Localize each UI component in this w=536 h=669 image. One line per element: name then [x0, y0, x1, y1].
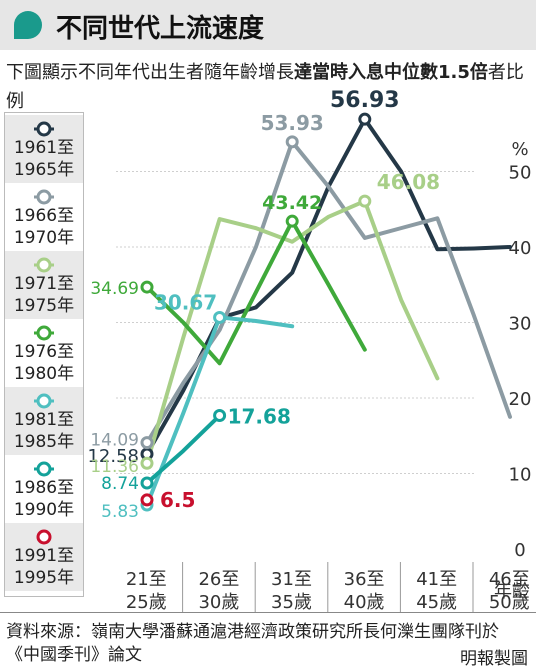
- y-axis-unit: %: [511, 139, 528, 160]
- legend-item: 1966至 1970年: [5, 183, 83, 251]
- legend-label: 1981至 1985年: [5, 409, 83, 453]
- legend-label: 1991至 1995年: [5, 545, 83, 589]
- data-label: 43.42: [262, 192, 322, 214]
- x-tick-label: 35歲: [271, 592, 312, 613]
- legend-item: 1981至 1985年: [5, 387, 83, 455]
- x-tick-label: 45歲: [416, 592, 457, 613]
- legend-label-line: 1991至: [13, 546, 75, 566]
- data-point: [285, 135, 299, 149]
- data-label: 8.74: [101, 474, 139, 494]
- data-point: [140, 476, 154, 490]
- legend-label: 1971至 1975年: [5, 273, 83, 317]
- footer: 資料來源：嶺南大學潘蘇通滬港經濟政策研究所長何濼生團隊刊於《中國季刊》論文 明報…: [0, 612, 536, 669]
- data-label: 46.08: [377, 170, 440, 194]
- legend-marker-icon: [34, 189, 54, 205]
- legend-label-line: 1990年: [13, 500, 75, 520]
- header-bar: 不同世代上流速度: [0, 0, 536, 50]
- x-axis-label: 年齡: [494, 581, 530, 602]
- legend-marker-icon: [36, 529, 52, 545]
- y-tick-label: 0: [514, 540, 525, 561]
- title-bullet-icon: [14, 11, 42, 39]
- series-line: [145, 413, 222, 486]
- legend-item: 1991至 1995年: [5, 523, 83, 591]
- page-title: 不同世代上流速度: [56, 14, 265, 44]
- data-point: [140, 280, 154, 294]
- source-note: 資料來源：嶺南大學潘蘇通滬港經濟政策研究所長何濼生團隊刊於《中國季刊》論文: [6, 622, 499, 665]
- y-tick-label: 20: [509, 389, 532, 410]
- data-label: 5.83: [101, 502, 139, 522]
- data-point: [358, 194, 372, 208]
- x-tick-label: 31至: [271, 569, 312, 590]
- data-point: [285, 214, 299, 228]
- data-label: 12.58: [87, 446, 139, 467]
- legend-marker-icon: [34, 393, 54, 409]
- chart-legend: 1961至 1965年 1966至 1970年 1971至 1975年 1976至 1980年…: [4, 112, 84, 597]
- legend-marker-icon: [34, 257, 54, 273]
- legend-label-line: 1975年: [13, 296, 75, 316]
- x-tick-label: 25歲: [126, 592, 167, 613]
- subtitle-lead: 下圖顯示不同年代出生者隨年齡增長: [6, 62, 294, 83]
- y-tick-label: 30: [509, 314, 532, 335]
- legend-label-line: 1980年: [13, 364, 75, 384]
- data-label: 17.68: [228, 405, 291, 429]
- legend-label-line: 1976至: [13, 342, 75, 362]
- legend-label-line: 1985年: [13, 432, 75, 452]
- x-tick-label: 50歲: [489, 592, 530, 613]
- series-line: [145, 199, 440, 466]
- legend-label-line: 1970年: [13, 228, 75, 248]
- data-label: 11.36: [90, 457, 139, 477]
- data-point: [358, 112, 372, 126]
- legend-label-line: 1965年: [13, 160, 75, 180]
- x-tick-label: 40歲: [344, 592, 385, 613]
- data-label: 53.93: [261, 111, 324, 135]
- legend-item: 1976至 1980年: [5, 319, 83, 387]
- x-tick-label: 26至: [198, 569, 239, 590]
- y-tick-label: 40: [509, 238, 532, 259]
- x-tick-label: 46至: [489, 569, 530, 590]
- data-label: 56.93: [330, 88, 400, 113]
- data-point: [213, 409, 227, 423]
- subtitle-highlight: 達當時入息中位數1.5倍: [294, 62, 488, 83]
- data-label: 30.67: [154, 290, 217, 314]
- legend-label-line: 1981至: [13, 410, 75, 430]
- legend-marker-icon: [34, 325, 54, 341]
- legend-item: 1971至 1975年: [5, 251, 83, 319]
- x-tick-label: 41至: [416, 569, 457, 590]
- legend-label-line: 1961至: [13, 138, 75, 158]
- data-label: 6.5: [160, 488, 195, 512]
- subtitle-tail: 者比例: [6, 62, 524, 112]
- legend-item: 1986至 1990年: [5, 455, 83, 523]
- legend-marker-icon: [34, 461, 54, 477]
- legend-label: 1961至 1965年: [5, 137, 83, 181]
- y-tick-label: 50: [509, 163, 532, 184]
- data-label: 14.09: [90, 431, 139, 451]
- chart-subtitle: 下圖顯示不同年代出生者隨年齡增長達當時入息中位數1.5倍者比例: [6, 58, 532, 116]
- credit-note: 明報製圖: [460, 649, 528, 669]
- series-line: [145, 219, 367, 366]
- legend-label: 1966至 1970年: [5, 205, 83, 249]
- legend-label-line: 1966至: [13, 206, 75, 226]
- y-tick-label: 10: [509, 465, 532, 486]
- data-point: [140, 456, 154, 470]
- x-tick-label: 21至: [126, 569, 167, 590]
- legend-label: 1976至 1980年: [5, 341, 83, 385]
- legend-label-line: 1971至: [13, 274, 75, 294]
- legend-label: 1986至 1990年: [5, 477, 83, 521]
- data-label: 34.69: [90, 279, 139, 299]
- x-tick-label: 30歲: [198, 592, 239, 613]
- x-tick-label: 36至: [344, 569, 385, 590]
- legend-marker-icon: [34, 121, 54, 137]
- data-point: [213, 310, 227, 324]
- data-point: [140, 493, 154, 507]
- legend-item: 1961至 1965年: [5, 115, 83, 183]
- legend-label-line: 1986至: [13, 478, 75, 498]
- data-point: [140, 436, 154, 450]
- legend-label-line: 1995年: [13, 568, 75, 588]
